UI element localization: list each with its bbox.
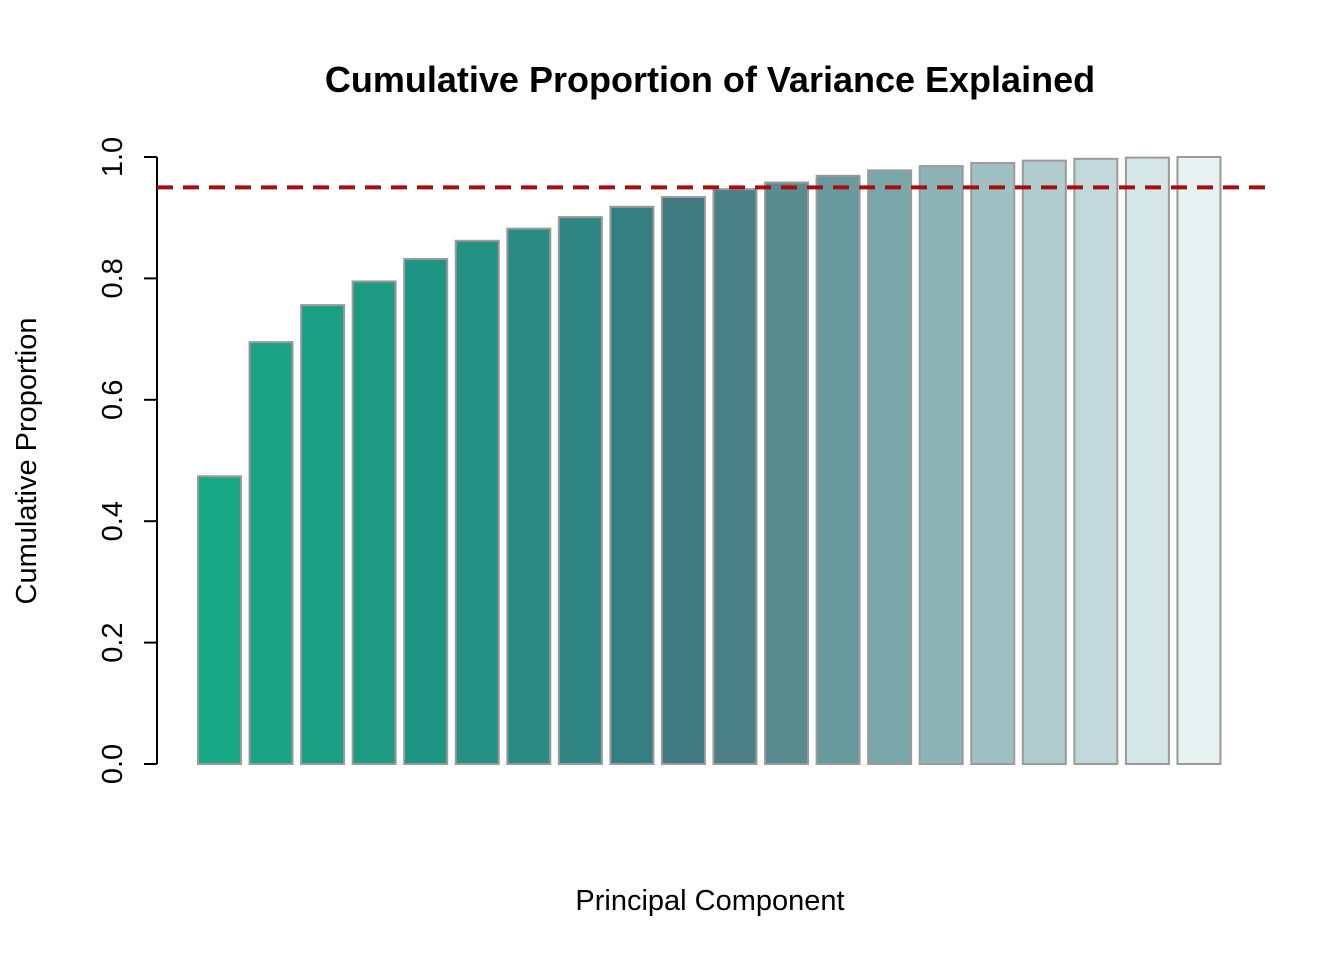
- bar-pc-4: [351, 280, 397, 765]
- bar-pc-19: [1124, 156, 1170, 765]
- bar-pc-18: [1073, 157, 1119, 766]
- bar-pc-11: [712, 188, 758, 765]
- bar-pc-7: [506, 227, 552, 766]
- x-axis-label: Principal Component: [575, 885, 844, 917]
- bar-pc-5: [403, 257, 449, 765]
- bar-pc-15: [918, 165, 964, 766]
- y-tick-label: 0.0: [97, 744, 129, 784]
- bar-pc-10: [660, 196, 706, 765]
- bar-pc-9: [609, 205, 655, 766]
- bar-pc-1: [197, 475, 242, 765]
- bar-pc-16: [970, 162, 1016, 765]
- y-tick-label: 0.4: [97, 501, 129, 541]
- bar-pc-13: [815, 174, 861, 765]
- bar-pc-2: [248, 341, 294, 765]
- chart-title: Cumulative Proportion of Variance Explai…: [325, 59, 1095, 100]
- bars: [197, 156, 1222, 766]
- bar-pc-3: [300, 304, 346, 765]
- y-tick-label: 1.0: [97, 137, 129, 177]
- bar-pc-8: [557, 216, 603, 765]
- y-tick-label: 0.2: [97, 622, 129, 662]
- y-axis-label: Cumulative Proportion: [11, 318, 43, 605]
- bar-pc-6: [454, 239, 500, 766]
- bar-pc-20: [1176, 156, 1222, 765]
- bar-pc-17: [1021, 159, 1067, 765]
- y-tick-label: 0.8: [97, 258, 129, 298]
- y-axis: 0.0 0.2 0.4 0.6 0.8 1.0: [97, 137, 158, 784]
- y-tick-label: 0.6: [97, 380, 129, 420]
- bar-pc-14: [867, 169, 913, 765]
- bar-pc-12: [764, 181, 810, 765]
